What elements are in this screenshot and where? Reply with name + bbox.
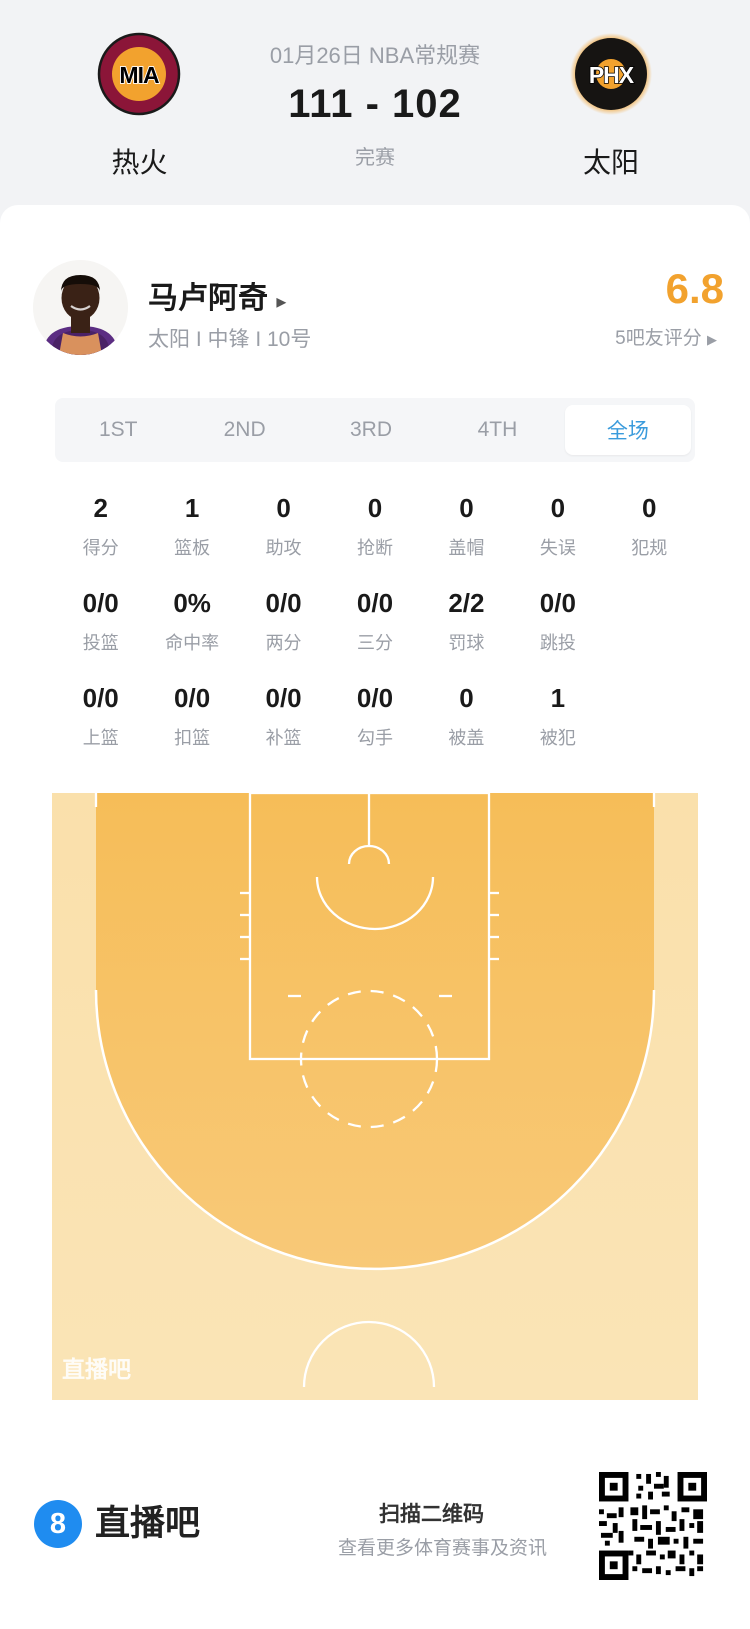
- svg-text:PHX: PHX: [589, 62, 635, 88]
- svg-text:直播吧: 直播吧: [62, 1356, 131, 1382]
